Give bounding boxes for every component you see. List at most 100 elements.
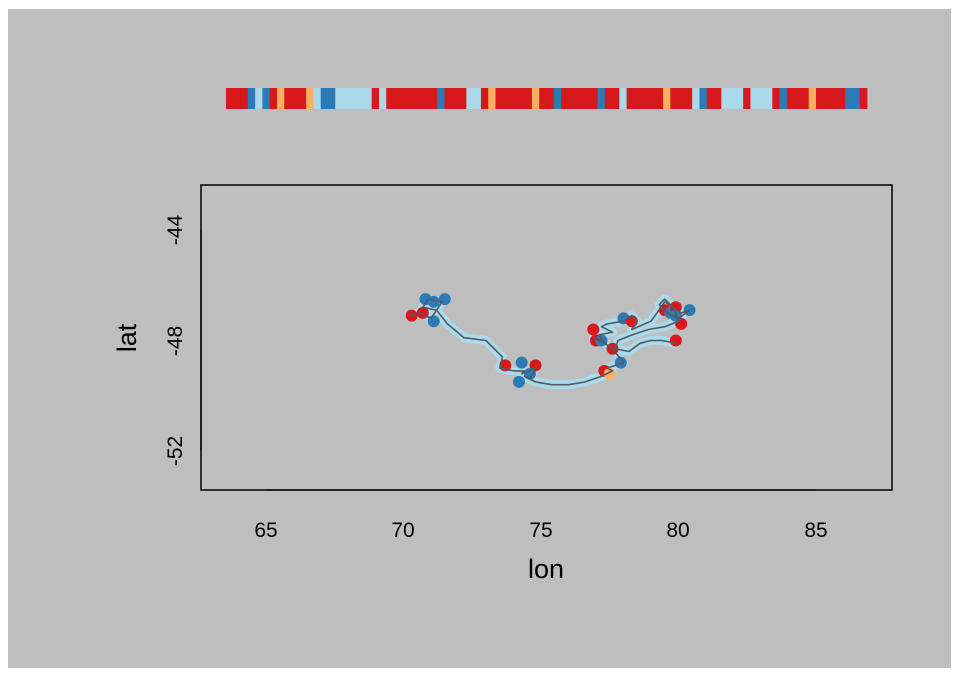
state-strip-segment bbox=[728, 88, 737, 109]
x-tick-label: 70 bbox=[391, 519, 414, 542]
state-strip-segment bbox=[298, 88, 307, 109]
state-strip-segment bbox=[590, 88, 598, 109]
state-strip-segment bbox=[480, 88, 489, 109]
state-strip-segment bbox=[495, 88, 504, 109]
state-strip-segment bbox=[371, 88, 380, 109]
state-strip-segment bbox=[823, 88, 831, 109]
state-strip-segment bbox=[641, 88, 649, 109]
state-strip-segment bbox=[604, 88, 613, 109]
state-strip-segment bbox=[386, 88, 394, 109]
y-tick-label: -52 bbox=[164, 436, 187, 466]
state-strip-segment bbox=[226, 88, 234, 109]
state-strip-segment bbox=[692, 88, 700, 109]
state-strip-segment bbox=[357, 88, 365, 109]
state-strip-segment bbox=[531, 88, 540, 109]
state-strip-segment bbox=[364, 88, 373, 109]
state-strip-segment bbox=[473, 88, 482, 109]
state-strip-segment bbox=[378, 88, 387, 109]
state-strip-segment bbox=[539, 88, 547, 109]
state-strip-segment bbox=[327, 88, 336, 109]
state-strip bbox=[226, 88, 868, 109]
state-strip-segment bbox=[845, 88, 853, 109]
track-line bbox=[408, 298, 691, 386]
x-tick-label: 75 bbox=[529, 519, 552, 542]
state-strip-segment bbox=[459, 88, 467, 109]
state-strip-segment bbox=[313, 88, 322, 109]
state-strip-segment bbox=[335, 88, 343, 109]
state-point bbox=[614, 356, 627, 369]
state-strip-segment bbox=[255, 88, 263, 109]
state-strip-segment bbox=[714, 88, 722, 109]
state-strip-segment bbox=[444, 88, 453, 109]
state-strip-segment bbox=[786, 88, 795, 109]
y-axis-label: lat bbox=[112, 323, 142, 352]
state-point bbox=[669, 334, 682, 347]
state-strip-segment bbox=[699, 88, 708, 109]
x-axis: 65 70 75 80 85 lon bbox=[254, 489, 828, 584]
state-strip-segment bbox=[816, 88, 824, 109]
state-strip-segment bbox=[320, 88, 329, 109]
state-point bbox=[513, 375, 525, 388]
state-strip-segment bbox=[342, 88, 351, 109]
state-strip-segment bbox=[677, 88, 686, 109]
state-strip-segment bbox=[670, 88, 679, 109]
state-strip-segment bbox=[422, 88, 431, 109]
state-strip-segment bbox=[415, 88, 424, 109]
state-strip-segment bbox=[663, 88, 671, 109]
state-strip-segment bbox=[757, 88, 766, 109]
state-strip-segment bbox=[837, 88, 846, 109]
state-strip-segment bbox=[648, 88, 657, 109]
state-strip-segment bbox=[852, 88, 861, 109]
state-strip-segment bbox=[400, 88, 409, 109]
state-strip-segment bbox=[408, 88, 416, 109]
state-strip-segment bbox=[633, 88, 642, 109]
state-strip-segment bbox=[349, 88, 358, 109]
state-strip-segment bbox=[524, 88, 533, 109]
state-strip-segment bbox=[466, 88, 475, 109]
state-strip-segment bbox=[655, 88, 664, 109]
state-strip-segment bbox=[794, 88, 802, 109]
state-strip-segment bbox=[801, 88, 810, 109]
state-strip-segment bbox=[233, 88, 241, 109]
state-point bbox=[587, 323, 600, 336]
state-strip-segment bbox=[262, 88, 271, 109]
state-strip-segment bbox=[284, 88, 292, 109]
x-axis-label: lon bbox=[528, 554, 564, 584]
x-tick-label: 85 bbox=[804, 519, 827, 542]
state-strip-segment bbox=[575, 88, 584, 109]
x-tick-label: 80 bbox=[666, 519, 689, 542]
state-strip-segment bbox=[765, 88, 773, 109]
y-tick-label: -48 bbox=[164, 326, 187, 356]
state-strip-segment bbox=[597, 88, 606, 109]
state-point bbox=[515, 356, 528, 369]
state-strip-segment bbox=[276, 88, 285, 109]
state-strip-segment bbox=[582, 88, 591, 109]
state-strip-segment bbox=[743, 88, 751, 109]
state-strip-segment bbox=[247, 88, 256, 109]
plot-area bbox=[404, 293, 696, 390]
state-strip-segment bbox=[488, 88, 496, 109]
state-strip-segment bbox=[517, 88, 526, 109]
x-tick-label: 65 bbox=[254, 519, 277, 542]
state-strip-segment bbox=[429, 88, 438, 109]
state-strip-segment bbox=[721, 88, 729, 109]
state-strip-segment bbox=[553, 88, 562, 109]
state-strip-segment bbox=[706, 88, 715, 109]
state-strip-segment bbox=[240, 88, 249, 109]
state-strip-segment bbox=[735, 88, 744, 109]
state-strip-segment bbox=[619, 88, 628, 109]
state-strip-segment bbox=[568, 88, 577, 109]
state-strip-segment bbox=[502, 88, 511, 109]
y-tick-label: -44 bbox=[164, 215, 187, 246]
state-strip-segment bbox=[626, 88, 635, 109]
state-strip-segment bbox=[291, 88, 300, 109]
state-strip-segment bbox=[750, 88, 759, 109]
state-strip-segment bbox=[859, 88, 868, 109]
state-strip-segment bbox=[306, 88, 314, 109]
state-strip-segment bbox=[612, 88, 620, 109]
state-strip-segment bbox=[269, 88, 278, 109]
y-axis: -44 -48 -52 lat bbox=[112, 215, 202, 466]
state-point bbox=[625, 315, 638, 328]
state-strip-segment bbox=[451, 88, 460, 109]
